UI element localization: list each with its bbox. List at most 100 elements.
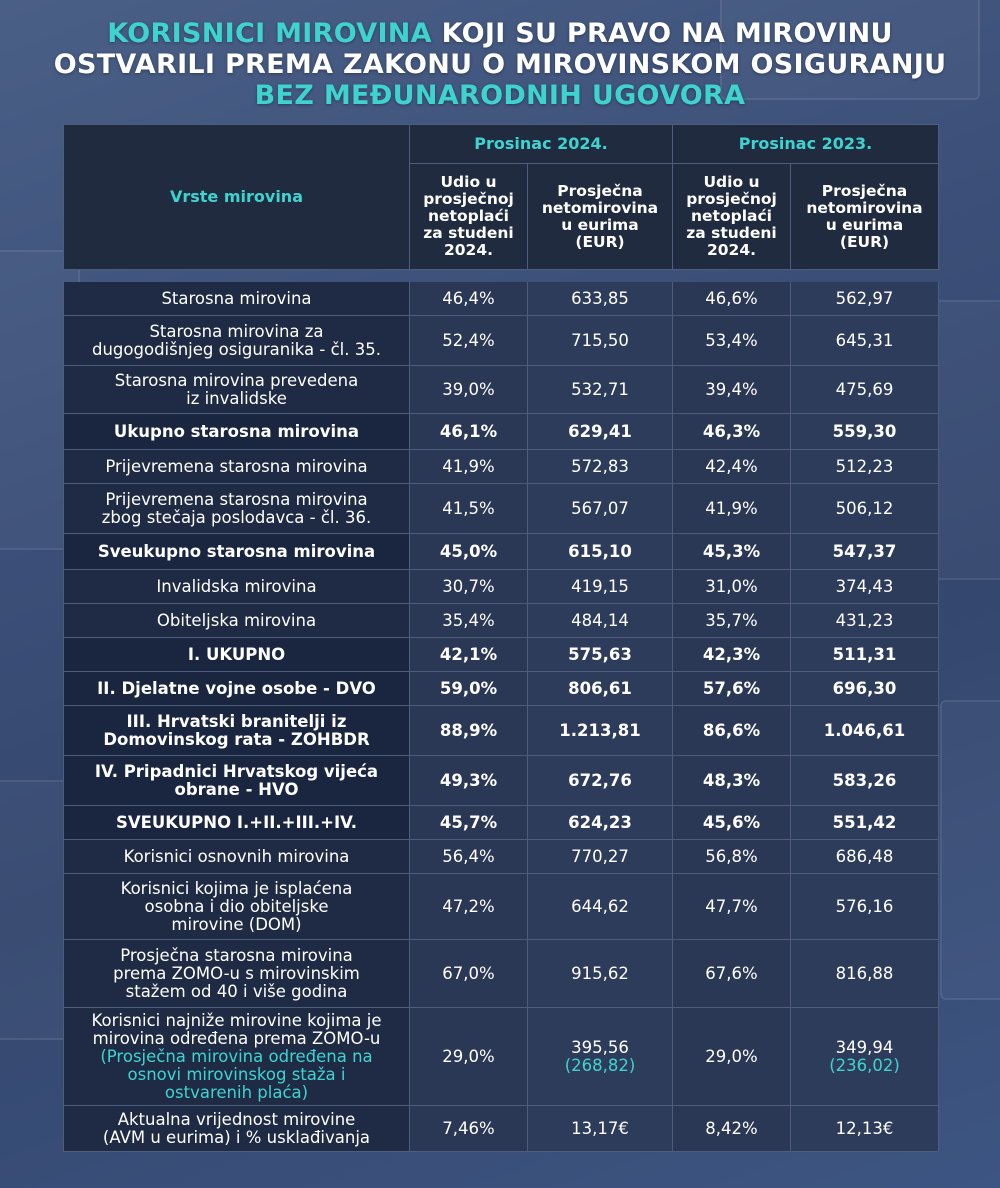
table-row: Obiteljska mirovina 35,4% 484,14 35,7% 431,2… [63, 603, 939, 638]
table-row: Starosna mirovina prevedena iz invalidske… [63, 365, 939, 414]
table-row: Sveukupno starosna mirovina 45,0% 615,10 45… [63, 533, 939, 570]
row-label-note: osnovi mirovinskog staža i [127, 1064, 346, 1084]
cell-prosjecna-2023: 562,97 [790, 281, 939, 316]
cell-prosjecna-2024: 615,10 [527, 533, 673, 570]
header-udio-2023: Udio u prosječnoj netoplaći za studeni 2024. [672, 163, 791, 270]
cell-prosjecna-2023: 576,16 [790, 873, 939, 940]
table-row: Starosna mirovina 46,4% 633,85 46,6% 562,97 [63, 281, 939, 316]
row-label: Korisnici kojima je isplaćena osobna i di… [63, 873, 410, 940]
table-row: Korisnici najniže mirovine kojima je miro… [63, 1007, 939, 1106]
cell-udio-2023: 48,3% [672, 755, 791, 806]
cell-prosjecna-2023: 686,48 [790, 839, 939, 874]
cell-prosjecna-2024: 629,41 [527, 413, 673, 450]
cell-udio-2023: 45,6% [672, 805, 791, 840]
table-row: SVEUKUPNO I.+II.+III.+IV. 45,7% 624,23 45,6… [63, 805, 939, 840]
cell-prosjecna-2023: 583,26 [790, 755, 939, 806]
cell-prosjecna-2024: 806,61 [527, 671, 673, 706]
row-label: Starosna mirovina [63, 281, 410, 316]
title-line2: OSTVARILI PREMA ZAKONU O MIROVINSKOM OSI… [53, 49, 947, 80]
header-prosjecna-2023: Prosječna netomirovina u eurima (EUR) [790, 163, 939, 270]
cell-udio-2024: 59,0% [409, 671, 528, 706]
row-label: Korisnici osnovnih mirovina [63, 839, 410, 874]
cell-udio-2023: 31,0% [672, 569, 791, 604]
cell-udio-2024: 39,0% [409, 365, 528, 414]
title-line3: BEZ MEĐUNARODNIH UGOVORA [254, 80, 746, 111]
cell-udio-2024: 88,9% [409, 705, 528, 756]
row-label: Starosna mirovina za dugogodišnjeg osigur… [63, 315, 410, 366]
cell-udio-2023: 86,6% [672, 705, 791, 756]
row-label: Ukupno starosna mirovina [63, 413, 410, 450]
cell-prosjecna-2023: 511,31 [790, 637, 939, 672]
row-label: Korisnici najniže mirovine kojima je miro… [63, 1007, 410, 1106]
cell-prosjecna-2024: 770,27 [527, 839, 673, 874]
cell-udio-2023: 53,4% [672, 315, 791, 366]
cell-prosjecna-2023: 506,12 [790, 483, 939, 534]
cell-prosjecna-2023: 816,88 [790, 939, 939, 1008]
row-label: Sveukupno starosna mirovina [63, 533, 410, 570]
cell-udio-2023: 41,9% [672, 483, 791, 534]
cell-udio-2024: 52,4% [409, 315, 528, 366]
cell-prosjecna-2024: 484,14 [527, 603, 673, 638]
cell-udio-2024: 67,0% [409, 939, 528, 1008]
cell-prosjecna-2024: 633,85 [527, 281, 673, 316]
cell-prosjecna-2024: 672,76 [527, 755, 673, 806]
cell-prosjecna-2023: 431,23 [790, 603, 939, 638]
cell-udio-2023: 42,4% [672, 449, 791, 484]
row-label-note: ostvarenih plaća) [164, 1082, 309, 1102]
table-row: Aktualna vrijednost mirovine (AVM u eurim… [63, 1105, 939, 1152]
cell-prosjecna-2024: 575,63 [527, 637, 673, 672]
row-label: Aktualna vrijednost mirovine (AVM u eurim… [63, 1105, 410, 1152]
cell-prosjecna-2024: 395,56 (268,82) [527, 1007, 673, 1106]
cell-prosjecna-2024: 915,62 [527, 939, 673, 1008]
cell-prosjecna-2023: 512,23 [790, 449, 939, 484]
row-label: I. UKUPNO [63, 637, 410, 672]
cell-prosjecna-2024: 419,15 [527, 569, 673, 604]
table-row: Starosna mirovina za dugogodišnjeg osigur… [63, 315, 939, 366]
cell-udio-2024: 35,4% [409, 603, 528, 638]
cell-prosjecna-2024: 624,23 [527, 805, 673, 840]
row-label: Starosna mirovina prevedena iz invalidske [63, 365, 410, 414]
cell-prosjecna-2023: 12,13€ [790, 1105, 939, 1152]
row-label: Invalidska mirovina [63, 569, 410, 604]
cell-prosjecna-2023: 551,42 [790, 805, 939, 840]
cell-prosjecna-2024: 572,83 [527, 449, 673, 484]
cell-udio-2024: 7,46% [409, 1105, 528, 1152]
table-row: Korisnici kojima je isplaćena osobna i di… [63, 873, 939, 940]
cell-udio-2023: 67,6% [672, 939, 791, 1008]
cell-prosjecna-2023: 547,37 [790, 533, 939, 570]
cell-udio-2023: 56,8% [672, 839, 791, 874]
row-label: II. Djelatne vojne osobe - DVO [63, 671, 410, 706]
row-label: III. Hrvatski branitelji iz Domovinskog r… [63, 705, 410, 756]
header-prosjecna-2024: Prosječna netomirovina u eurima (EUR) [527, 163, 673, 270]
title-accent: KORISNICI MIROVINA [107, 18, 432, 49]
cell-udio-2023: 46,6% [672, 281, 791, 316]
cell-udio-2024: 41,5% [409, 483, 528, 534]
cell-udio-2023: 47,7% [672, 873, 791, 940]
cell-udio-2024: 47,2% [409, 873, 528, 940]
pension-table: Vrste mirovina Prosinac 2024. Prosinac 2… [63, 124, 939, 1152]
cell-udio-2024: 45,0% [409, 533, 528, 570]
cell-prosjecna-2024: 715,50 [527, 315, 673, 366]
cell-udio-2023: 29,0% [672, 1007, 791, 1106]
cell-prosjecna-2023: 559,30 [790, 413, 939, 450]
cell-udio-2023: 45,3% [672, 533, 791, 570]
header-udio-2024: Udio u prosječnoj netoplaći za studeni 2024. [409, 163, 528, 270]
table-row: III. Hrvatski branitelji iz Domovinskog r… [63, 705, 939, 756]
cell-prosjecna-2024: 567,07 [527, 483, 673, 534]
cell-udio-2023: 39,4% [672, 365, 791, 414]
cell-udio-2024: 49,3% [409, 755, 528, 806]
cell-prosjecna-2023: 1.046,61 [790, 705, 939, 756]
cell-udio-2023: 8,42% [672, 1105, 791, 1152]
table-row: Prosječna starosna mirovina prema ZOMO-u … [63, 939, 939, 1008]
cell-udio-2024: 42,1% [409, 637, 528, 672]
cell-prosjecna-2024: 644,62 [527, 873, 673, 940]
cell-prosjecna-2023: 349,94 (236,02) [790, 1007, 939, 1106]
row-label: SVEUKUPNO I.+II.+III.+IV. [63, 805, 410, 840]
cell-prosjecna-2023: 696,30 [790, 671, 939, 706]
row-label: Prosječna starosna mirovina prema ZOMO-u … [63, 939, 410, 1008]
cell-udio-2024: 46,1% [409, 413, 528, 450]
header-vrste-mirovina: Vrste mirovina [63, 124, 410, 270]
table-row: Ukupno starosna mirovina 46,1% 629,41 46,3%… [63, 413, 939, 450]
cell-udio-2023: 57,6% [672, 671, 791, 706]
table-row: Prijevremena starosna mirovina zbog steča… [63, 483, 939, 534]
